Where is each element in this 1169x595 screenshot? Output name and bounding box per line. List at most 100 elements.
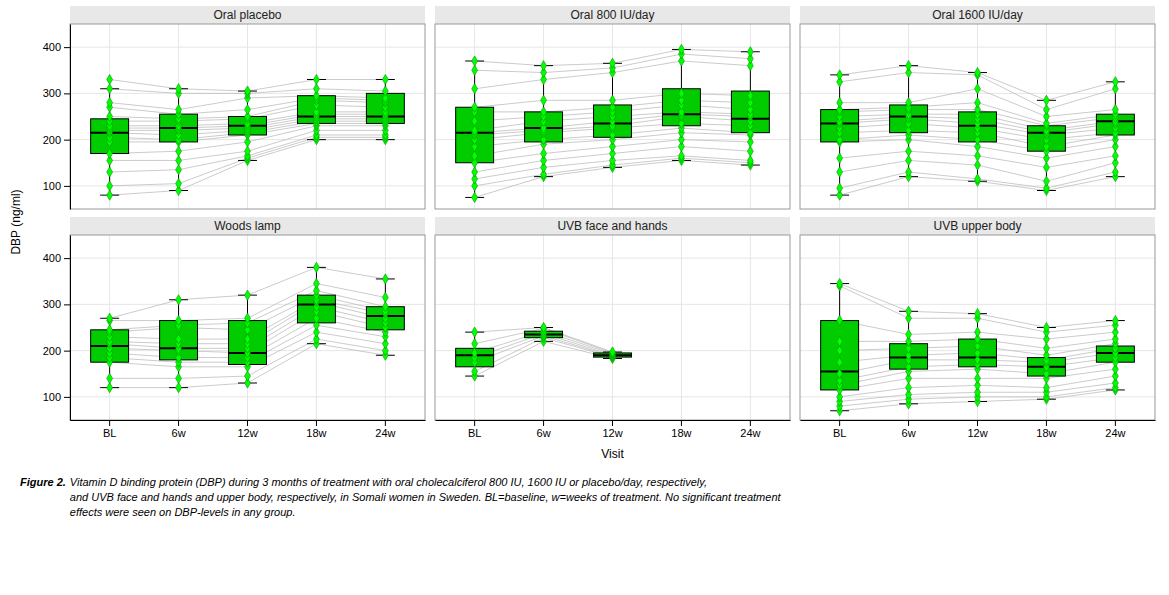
x-tick-mark [612, 420, 613, 426]
x-tick-label: 12w [602, 427, 622, 439]
point [313, 262, 319, 272]
point [107, 181, 113, 191]
y-tick-label: 100 [43, 391, 61, 403]
x-tick-mark [543, 420, 544, 426]
point [176, 373, 182, 383]
panel: UVB upper body BL 6w 12w 18w 24w [800, 217, 1156, 439]
point [541, 95, 547, 105]
subject-line [110, 344, 386, 388]
box [890, 344, 928, 369]
x-tick-mark [474, 420, 475, 426]
panel-strip [70, 6, 425, 24]
point [610, 95, 616, 105]
x-tick-label: 18w [671, 427, 691, 439]
panel: Oral placebo100200300400 [43, 6, 425, 210]
panel-strip [800, 217, 1155, 235]
y-tick-mark [64, 140, 70, 141]
x-tick: 24w [1105, 420, 1125, 439]
marks [821, 278, 1135, 415]
y-tick-label: 400 [43, 252, 61, 264]
x-tick-label: 18w [1036, 427, 1056, 439]
point [541, 107, 547, 117]
subject-line [475, 54, 751, 72]
grid [70, 235, 425, 420]
subject-line [475, 156, 751, 179]
point [1043, 95, 1049, 105]
x-tick-label: 24w [1105, 427, 1125, 439]
panel: Woods lamp100200300400BL6w12w18w24w [43, 217, 426, 439]
y-tick: 100 [43, 180, 70, 192]
point [107, 167, 113, 177]
point [245, 313, 251, 323]
x-tick-mark [977, 420, 978, 426]
point [610, 347, 616, 357]
x-tick-mark [385, 420, 386, 426]
point [176, 178, 182, 188]
point [541, 61, 547, 71]
x-tick: 6w [172, 420, 186, 439]
point [245, 86, 251, 96]
point [245, 104, 251, 114]
point [837, 336, 843, 346]
y-tick-label: 400 [43, 41, 61, 53]
subject-line [110, 105, 386, 121]
point [107, 98, 113, 108]
point [1112, 104, 1118, 114]
marks [821, 61, 1135, 201]
panel-strip [435, 217, 790, 235]
y-tick-label: 200 [43, 134, 61, 146]
x-tick: 6w [537, 420, 551, 439]
point [382, 274, 388, 284]
x-tick-label: 24w [740, 427, 760, 439]
point [176, 84, 182, 94]
x-tick-label: BL [468, 427, 481, 439]
point [541, 322, 547, 332]
point [906, 61, 912, 71]
point [906, 167, 912, 177]
panel-frame [435, 235, 790, 420]
x-tick: 18w [1036, 420, 1056, 439]
grid [800, 24, 1155, 209]
panel-title: UVB face and hands [557, 219, 667, 233]
y-axis-title: DBP (ng/ml) [9, 189, 23, 254]
point [747, 91, 753, 101]
y-tick-mark [64, 351, 70, 352]
point [1112, 77, 1118, 87]
point [382, 292, 388, 302]
point [176, 295, 182, 305]
panel-title: Oral 1600 IU/day [932, 8, 1023, 22]
point [975, 327, 981, 337]
panel-title: UVB upper body [933, 219, 1021, 233]
point [472, 102, 478, 112]
panel-frame [800, 24, 1155, 209]
x-tick-label: 6w [902, 427, 916, 439]
point [245, 290, 251, 300]
x-tick-mark [681, 420, 682, 426]
caption-line: Vitamin D binding protein (DBP) during 3… [70, 476, 707, 488]
point [837, 357, 843, 367]
point [837, 278, 843, 288]
y-tick-mark [64, 93, 70, 94]
x-tick: 18w [306, 420, 326, 439]
x-tick: 12w [967, 420, 987, 439]
x-tick-label: BL [833, 427, 846, 439]
y-tick: 400 [43, 252, 70, 264]
subject-line [110, 291, 386, 330]
x-tick-mark [750, 420, 751, 426]
point [176, 104, 182, 114]
y-tick: 300 [43, 87, 70, 99]
y-axis-line [70, 236, 71, 421]
box [821, 321, 859, 390]
point [678, 44, 684, 54]
point [1043, 322, 1049, 332]
point [975, 67, 981, 77]
subject-line [110, 137, 386, 186]
subject-line [110, 325, 386, 362]
point [176, 334, 182, 344]
x-axis: BL 6w 12w 18w 24w [801, 420, 1156, 439]
panel-title: Woods lamp [214, 219, 281, 233]
point [107, 74, 113, 84]
point [107, 148, 113, 158]
grid-line-x [612, 235, 613, 420]
point [1112, 315, 1118, 325]
